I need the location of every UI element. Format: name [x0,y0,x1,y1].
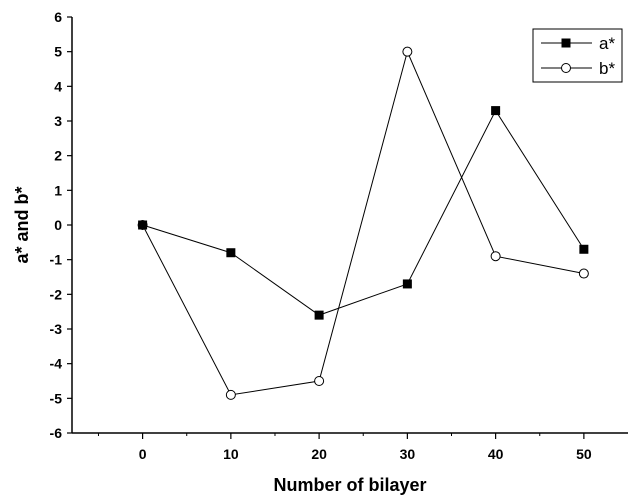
data-point-b [402,46,413,57]
data-point-a [402,279,412,289]
y-tick-label: -4 [50,356,63,372]
data-point-b [225,389,236,400]
legend: a* b* [532,28,623,83]
x-axis-title: Number of bilayer [273,475,426,495]
y-tick-label: 1 [54,182,62,198]
legend-marker [561,63,571,73]
x-tick-label: 50 [576,446,592,462]
y-tick-label: -6 [50,425,63,441]
data-point-b [578,268,589,279]
series-line-b [142,50,584,396]
y-tick-label: 3 [54,113,62,129]
x-tick-label: 0 [139,446,147,462]
series-line-a [142,109,585,316]
x-tick-label: 10 [223,446,239,462]
y-tick-label: 2 [54,148,62,164]
y-tick-label: -2 [50,286,63,302]
ticks: -6 -5 -4 -3 -2 -1 0 1 2 3 4 5 6 0 10 20 30 40 50 [50,9,592,462]
y-tick-label: -5 [50,390,63,406]
legend-label: b* [599,59,615,78]
legend-box [532,28,623,83]
data-point-a [314,310,324,320]
data-point-a [579,244,589,254]
y-tick-label: 4 [54,78,62,94]
series [137,46,589,400]
data-point-a [491,106,501,116]
x-tick-label: 30 [400,446,416,462]
x-tick-label: 40 [488,446,504,462]
y-tick-label: -3 [50,321,63,337]
x-tick-label: 20 [311,446,327,462]
y-tick-label: 5 [54,44,62,60]
y-tick-label: -1 [50,252,63,268]
legend-label: a* [599,34,615,53]
data-point-b [314,376,325,386]
data-point-a [138,220,148,230]
data-point-b [490,251,501,262]
y-tick-label: 0 [54,217,62,233]
legend-marker [561,38,571,48]
data-point-a [226,248,236,258]
y-tick-label: 6 [54,9,62,25]
y-axis-title: a* and b* [12,186,32,263]
